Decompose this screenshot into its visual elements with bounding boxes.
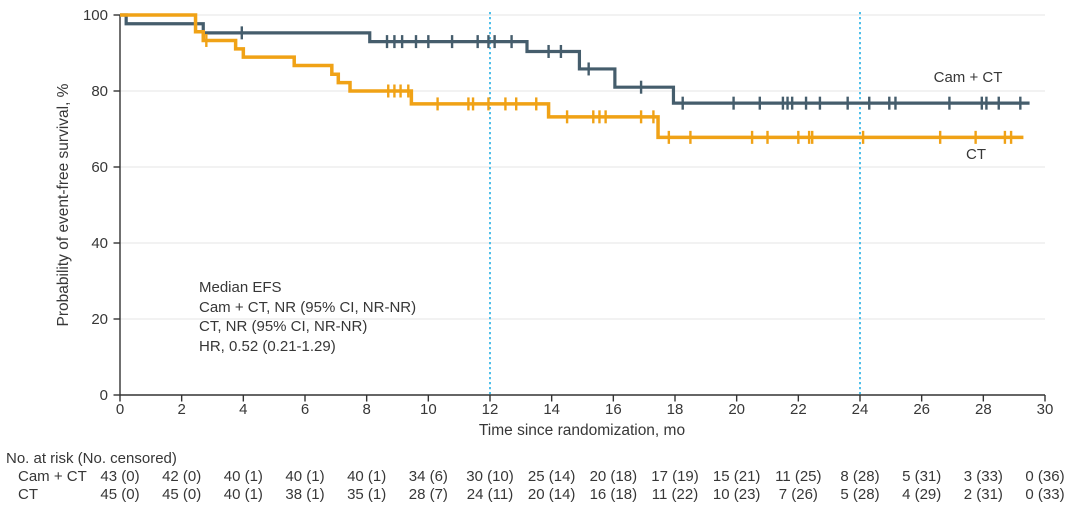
risk-table-header: No. at risk (No. censored) [6,450,177,467]
y-tick-label: 20 [91,311,108,328]
risk-cell: 5 (31) [902,468,942,485]
x-tick-label: 28 [974,401,992,418]
risk-cell: 7 (26) [778,486,818,503]
risk-cell: 17 (19) [651,468,699,485]
risk-cell: 30 (10) [466,468,514,485]
x-tick-label: 4 [239,401,248,418]
risk-cell: 28 (7) [408,486,448,503]
risk-cell: 42 (0) [162,468,202,485]
risk-cell: 20 (14) [527,486,576,503]
annotation-line-hr: HR, 0.52 (0.21-1.29) [199,337,336,355]
y-axis-title: Probability of event-free survival, % [55,83,72,327]
y-tick-label: 60 [91,159,108,176]
median-efs-annotation: Median EFS Cam + CT, NR (95% CI, NR-NR) … [199,278,416,356]
series-label-cam-ct: Cam + CT [933,69,1003,86]
series-label-ct: CT [966,146,986,163]
x-tick-label: 12 [481,401,499,418]
risk-cell: 20 (18) [589,468,638,485]
survival-curve-ct [120,13,1024,140]
annotation-line-ct: CT, NR (95% CI, NR-NR) [199,318,368,335]
risk-cell: 2 (31) [963,486,1003,503]
survival-curve-cam-ct [120,13,1030,105]
x-tick-label: 20 [728,401,745,418]
annotation-line-camct: Cam + CT, NR (95% CI, NR-NR) [199,298,417,316]
risk-cell: 40 (1) [285,468,325,485]
x-tick-label: 16 [604,401,622,418]
risk-cell: 40 (1) [223,468,263,485]
y-tick-label: 100 [82,7,108,24]
risk-cell: 43 (0) [100,468,140,485]
x-tick-label: 2 [177,401,186,418]
risk-cell: 45 (0) [162,486,202,503]
risk-row-label: Cam + CT [18,468,87,485]
risk-cell: 10 (23) [712,486,761,503]
risk-cell: 38 (1) [285,486,325,503]
risk-cell: 40 (1) [223,486,263,503]
x-axis-title: Time since randomization, mo [478,422,686,439]
risk-cell: 25 (14) [527,468,576,485]
risk-cell: 0 (33) [1025,486,1065,503]
risk-cell: 16 (18) [589,486,638,503]
x-tick-label: 26 [913,401,930,418]
x-tick-label: 24 [851,401,869,418]
risk-cell: 35 (1) [347,486,387,503]
x-tick-label: 8 [362,401,371,418]
y-tick-label: 0 [99,387,108,404]
x-tick-label: 18 [666,401,684,418]
x-tick-label: 30 [1036,401,1054,418]
y-tick-label: 80 [91,83,108,100]
x-tick-label: 10 [419,401,437,418]
risk-cell: 3 (33) [963,468,1003,485]
annotation-line-median: Median EFS [199,279,282,296]
risk-cell: 11 (22) [651,486,699,503]
risk-cell: 11 (25) [775,468,822,485]
risk-row-label: CT [18,486,38,503]
y-tick-label: 40 [91,235,108,252]
risk-cell: 45 (0) [100,486,140,503]
x-tick-label: 0 [115,401,125,418]
risk-cell: 34 (6) [408,468,448,485]
risk-cell: 15 (21) [712,468,761,485]
risk-cell: 24 (11) [466,486,514,503]
risk-cell: 0 (36) [1025,468,1065,485]
x-tick-label: 14 [543,401,560,418]
x-tick-label: 6 [300,401,310,418]
risk-cell: 8 (28) [840,468,880,485]
x-tick-label: 22 [789,401,807,418]
risk-cell: 5 (28) [840,486,880,503]
risk-cell: 4 (29) [902,486,942,503]
risk-cell: 40 (1) [347,468,387,485]
